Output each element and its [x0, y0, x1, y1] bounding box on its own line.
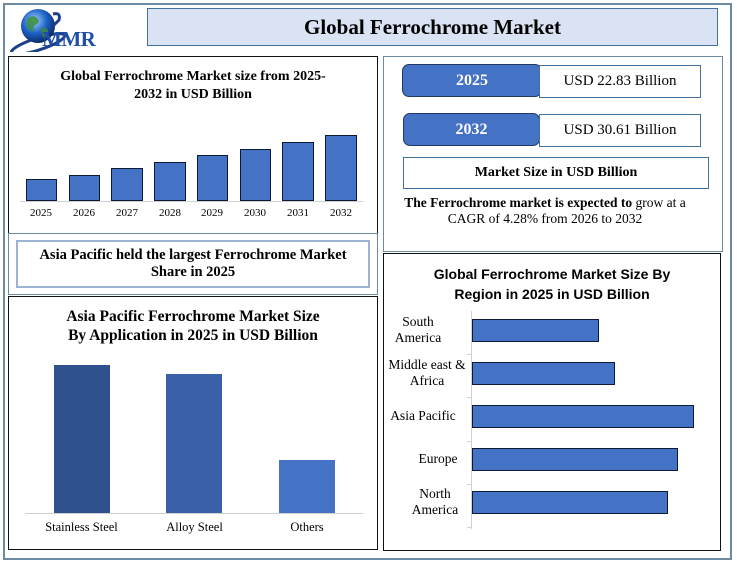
region-chart-title: Global Ferrochrome Market Size By Region… — [384, 264, 720, 304]
cagr-text: The Ferrochrome market is expected to gr… — [395, 195, 695, 227]
application-bar-stainless-steel — [54, 365, 110, 513]
application-x-label: Alloy Steel — [138, 520, 251, 535]
growth-bar-2028 — [154, 162, 186, 201]
page-title: Global Ferrochrome Market — [147, 8, 718, 46]
application-chart-title: Asia Pacific Ferrochrome Market Size By … — [9, 307, 377, 345]
value-2025: USD 22.83 Billion — [539, 65, 701, 98]
region-bar-middle-east-africa — [472, 362, 615, 385]
region-y-label: Middle east & Africa — [388, 357, 466, 389]
region-bar-north-america — [472, 491, 668, 514]
region-bar-europe — [472, 448, 678, 471]
growth-chart-baseline — [20, 201, 363, 202]
application-x-label: Others — [251, 520, 363, 535]
growth-x-label: 2026 — [64, 207, 104, 219]
growth-x-label: 2027 — [107, 207, 147, 219]
year-2025-pill: 2025 — [402, 64, 542, 97]
region-axis-tick — [467, 354, 472, 355]
application-bar-others — [279, 460, 335, 513]
region-y-label: Asia Pacific — [385, 408, 461, 424]
growth-bar-2032 — [325, 135, 357, 201]
growth-chart-title: Global Ferrochrome Market size from 2025… — [9, 68, 377, 104]
application-x-label: Stainless Steel — [25, 520, 138, 535]
growth-x-label: 2028 — [150, 207, 190, 219]
growth-x-label: 2032 — [321, 207, 361, 219]
region-y-label: North America — [405, 486, 465, 518]
growth-x-label: 2025 — [21, 207, 61, 219]
application-bar-alloy-steel — [166, 374, 222, 513]
growth-bar-2030 — [240, 149, 271, 201]
logo-text: MMR — [42, 27, 95, 52]
growth-bar-2025 — [26, 179, 57, 201]
growth-x-label: 2031 — [278, 207, 318, 219]
callout-text: Asia Pacific held the largest Ferrochrom… — [16, 240, 370, 288]
unit-label-box: Market Size in USD Billion — [403, 157, 709, 189]
year-2032-pill: 2032 — [403, 113, 540, 146]
growth-x-label: 2029 — [192, 207, 232, 219]
region-axis-tick — [467, 397, 472, 398]
region-bar-asia-pacific — [472, 405, 694, 428]
region-bar-south-america — [472, 319, 599, 342]
application-chart-baseline — [25, 513, 363, 514]
value-2032: USD 30.61 Billion — [539, 114, 701, 147]
region-axis-tick — [467, 484, 472, 485]
region-axis-tick — [467, 527, 472, 528]
region-y-label: South America — [393, 314, 443, 346]
region-axis-tick — [467, 441, 472, 442]
region-y-label: Europe — [412, 451, 464, 467]
growth-bar-2029 — [197, 155, 228, 201]
growth-bar-2027 — [111, 168, 143, 201]
growth-x-label: 2030 — [235, 207, 275, 219]
cagr-text-bold: The Ferrochrome market is expected to — [404, 195, 632, 210]
growth-bar-2026 — [69, 175, 100, 201]
growth-bar-2031 — [282, 142, 314, 201]
